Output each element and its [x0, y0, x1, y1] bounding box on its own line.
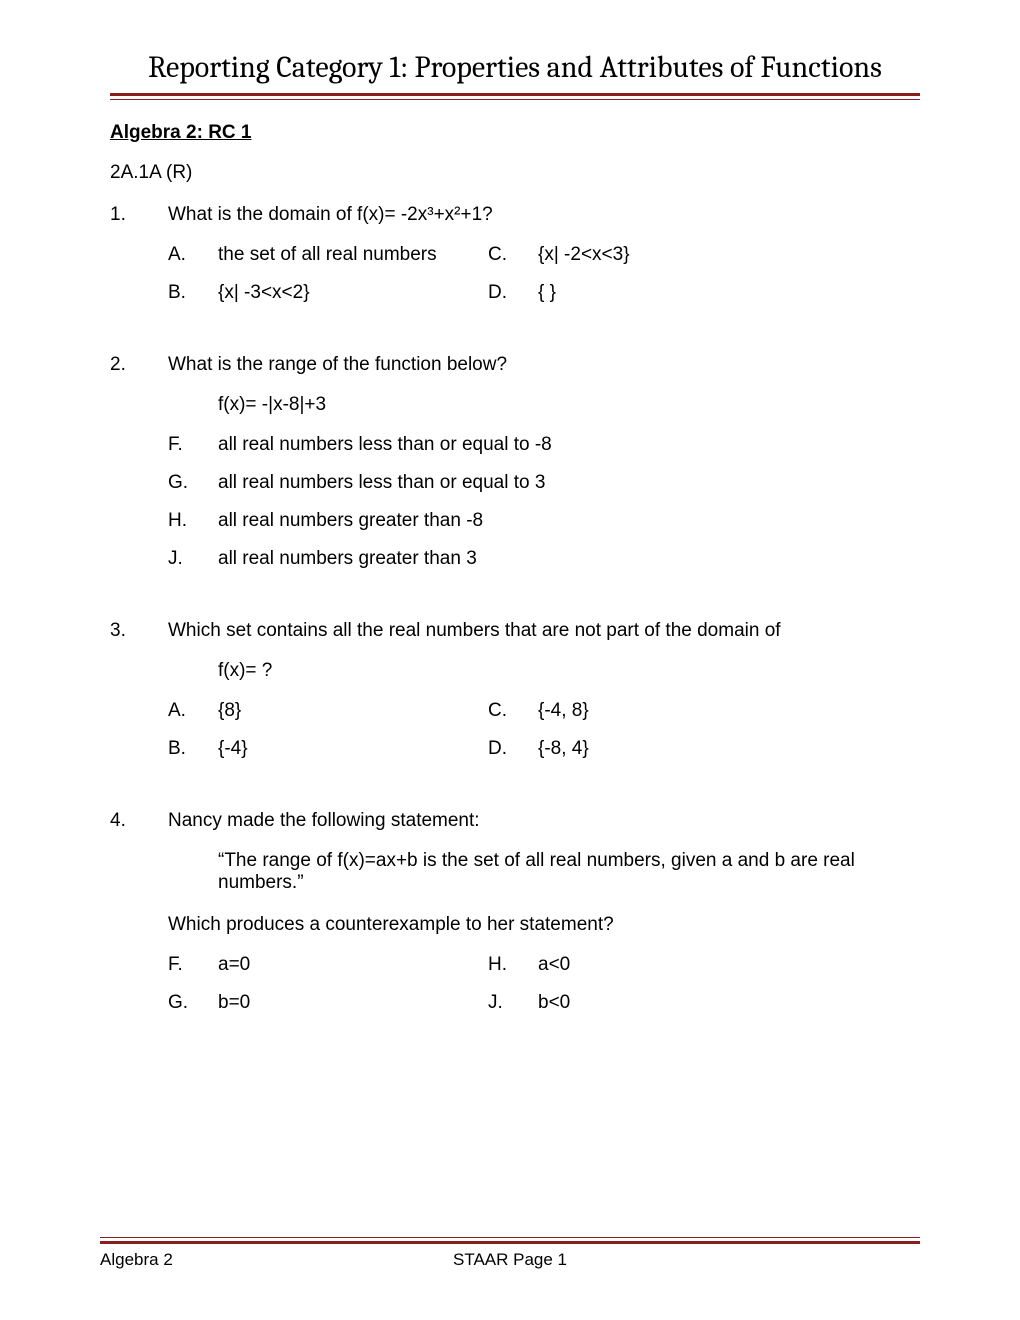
option-label: C.	[488, 700, 538, 722]
question-equation: f(x)= -|x-8|+3	[110, 394, 920, 416]
option-label: J.	[488, 992, 538, 1014]
option-text: the set of all real numbers	[218, 244, 488, 266]
question-text: What is the domain of f(x)= -2x³+x²+1?	[168, 204, 920, 226]
option-text: {x| -2<x<3}	[538, 244, 920, 266]
option-text: all real numbers greater than -8	[218, 510, 920, 532]
option-label: H.	[168, 510, 218, 532]
option-label: G.	[168, 472, 218, 494]
option-text: all real numbers less than or equal to 3	[218, 472, 920, 494]
option-label: F.	[168, 434, 218, 456]
option-label: F.	[168, 954, 218, 976]
option-row: B. {x| -3<x<2} D. { }	[110, 282, 920, 304]
option-text: {x| -3<x<2}	[218, 282, 488, 304]
option-label: C.	[488, 244, 538, 266]
option-row: F. all real numbers less than or equal t…	[110, 434, 920, 456]
question-text: Which set contains all the real numbers …	[168, 620, 920, 642]
option-label: A.	[168, 700, 218, 722]
option-row: G. all real numbers less than or equal t…	[110, 472, 920, 494]
option-label: D.	[488, 282, 538, 304]
option-text: {-4, 8}	[538, 700, 920, 722]
option-label: D.	[488, 738, 538, 760]
question-1: 1. What is the domain of f(x)= -2x³+x²+1…	[110, 204, 920, 304]
option-text: {-4}	[218, 738, 488, 760]
page-header-title: Reporting Category 1: Properties and Att…	[110, 50, 920, 93]
option-label: A.	[168, 244, 218, 266]
option-label: J.	[168, 548, 218, 570]
question-followup: Which produces a counterexample to her s…	[110, 914, 920, 936]
section-title: Algebra 2: RC 1	[110, 122, 920, 144]
option-row: F. a=0 H. a<0	[110, 954, 920, 976]
question-text: Nancy made the following statement:	[168, 810, 920, 832]
option-text: {8}	[218, 700, 488, 722]
question-equation: f(x)= ?	[110, 660, 920, 682]
question-number: 4.	[110, 810, 168, 832]
option-text: all real numbers greater than 3	[218, 548, 920, 570]
option-row: A. the set of all real numbers C. {x| -2…	[110, 244, 920, 266]
option-row: J. all real numbers greater than 3	[110, 548, 920, 570]
option-row: H. all real numbers greater than -8	[110, 510, 920, 532]
question-4: 4. Nancy made the following statement: “…	[110, 810, 920, 1014]
standard-code: 2A.1A (R)	[110, 162, 920, 184]
question-number: 2.	[110, 354, 168, 376]
header-rule	[110, 93, 920, 100]
option-label: B.	[168, 738, 218, 760]
question-text: What is the range of the function below?	[168, 354, 920, 376]
footer-rule	[100, 1237, 920, 1244]
option-text: { }	[538, 282, 920, 304]
question-quote: “The range of f(x)=ax+b is the set of al…	[110, 850, 920, 894]
option-row: G. b=0 J. b<0	[110, 992, 920, 1014]
page: Reporting Category 1: Properties and Att…	[0, 0, 1020, 1320]
question-3: 3. Which set contains all the real numbe…	[110, 620, 920, 760]
option-label: G.	[168, 992, 218, 1014]
option-row: A. {8} C. {-4, 8}	[110, 700, 920, 722]
page-footer: Algebra 2 STAAR Page 1	[100, 1237, 920, 1270]
option-text: a=0	[218, 954, 488, 976]
question-number: 1.	[110, 204, 168, 226]
option-text: b=0	[218, 992, 488, 1014]
option-label: B.	[168, 282, 218, 304]
option-text: a<0	[538, 954, 920, 976]
option-row: B. {-4} D. {-8, 4}	[110, 738, 920, 760]
footer-center: STAAR Page 1	[100, 1250, 920, 1270]
option-text: b<0	[538, 992, 920, 1014]
option-text: all real numbers less than or equal to -…	[218, 434, 920, 456]
question-2: 2. What is the range of the function bel…	[110, 354, 920, 570]
question-number: 3.	[110, 620, 168, 642]
option-label: H.	[488, 954, 538, 976]
option-text: {-8, 4}	[538, 738, 920, 760]
